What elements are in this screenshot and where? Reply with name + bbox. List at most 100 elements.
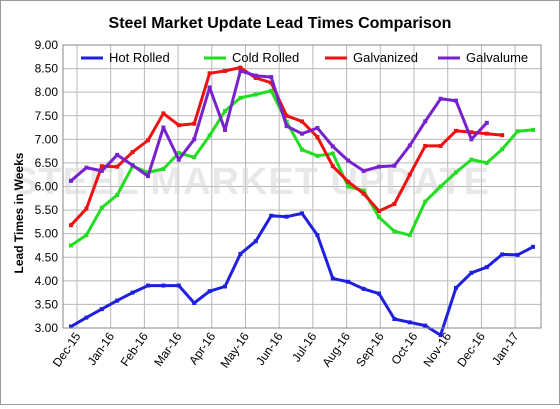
data-point xyxy=(315,233,320,238)
legend-label: Cold Rolled xyxy=(232,50,299,65)
data-point xyxy=(146,174,150,179)
y-axis-label: Lead Times in Weeks xyxy=(12,152,26,273)
data-point xyxy=(161,283,166,288)
data-point xyxy=(346,179,351,184)
x-tick-label: Nov-16 xyxy=(420,329,454,369)
x-tick-label: Jul-16 xyxy=(289,329,319,364)
data-point xyxy=(207,71,212,76)
y-tick-label: 8.50 xyxy=(35,62,59,76)
data-point xyxy=(207,85,212,90)
data-point xyxy=(346,279,351,284)
x-tick-label: Apr-16 xyxy=(186,329,218,367)
data-point xyxy=(392,201,397,206)
data-point xyxy=(253,92,258,97)
data-point xyxy=(84,206,89,211)
data-point xyxy=(192,137,197,142)
data-point xyxy=(115,152,120,157)
data-point xyxy=(269,213,274,218)
legend-item: Cold Rolled xyxy=(204,50,299,65)
data-point xyxy=(284,214,289,219)
data-point xyxy=(176,151,181,156)
x-tick-label: Dec-16 xyxy=(454,329,488,369)
data-point xyxy=(377,164,381,169)
data-point xyxy=(469,130,474,135)
data-point xyxy=(407,172,412,177)
y-tick-label: 6.50 xyxy=(35,156,59,170)
data-point xyxy=(300,147,304,152)
data-point xyxy=(238,95,243,100)
data-point xyxy=(238,68,243,73)
data-point xyxy=(315,126,320,131)
data-point xyxy=(315,134,320,139)
data-point xyxy=(115,298,120,303)
data-point xyxy=(146,138,150,143)
series-galvanized xyxy=(69,65,505,228)
data-point xyxy=(346,158,351,163)
data-point xyxy=(223,109,227,114)
data-point xyxy=(161,125,166,130)
y-tick-label: 9.00 xyxy=(35,38,59,52)
x-tick-label: Aug-16 xyxy=(319,329,353,369)
data-point xyxy=(469,137,474,142)
data-point xyxy=(223,284,227,289)
data-point xyxy=(407,233,412,238)
chart-title: Steel Market Update Lead Times Compariso… xyxy=(109,15,452,32)
data-point xyxy=(84,315,89,320)
data-point xyxy=(69,178,73,183)
data-point xyxy=(192,121,197,126)
data-point xyxy=(361,191,366,196)
data-point xyxy=(253,76,258,81)
legend-item: Hot Rolled xyxy=(81,50,170,65)
y-tick-label: 5.50 xyxy=(35,203,59,217)
data-point xyxy=(207,133,212,138)
data-point xyxy=(99,307,104,312)
data-point xyxy=(284,113,289,118)
x-tick-label: Dec-15 xyxy=(50,329,84,369)
legend-label: Galvalume xyxy=(466,50,528,65)
data-point xyxy=(438,184,443,189)
data-point xyxy=(500,133,505,138)
data-point xyxy=(330,164,335,169)
legend-label: Hot Rolled xyxy=(109,50,170,65)
data-point xyxy=(253,239,258,244)
data-point xyxy=(115,164,120,169)
data-point xyxy=(531,127,535,132)
data-point xyxy=(361,188,366,193)
series-line xyxy=(69,69,489,183)
data-point xyxy=(330,144,335,149)
plot-area-border xyxy=(62,44,542,329)
x-tick-label: May-16 xyxy=(218,329,253,370)
x-tick-label: Mar-16 xyxy=(151,329,184,368)
y-tick-label: 7.00 xyxy=(35,132,59,146)
data-point xyxy=(161,111,166,116)
data-point xyxy=(438,143,443,148)
data-point xyxy=(438,333,443,338)
x-tick-label: Feb-16 xyxy=(118,329,151,368)
data-point xyxy=(130,150,135,155)
data-point xyxy=(454,285,458,290)
y-tick-label: 6.00 xyxy=(35,180,59,194)
data-point xyxy=(377,209,381,214)
x-tick-label: Sep-16 xyxy=(353,329,387,369)
y-tick-label: 8.00 xyxy=(35,85,59,99)
x-tick-label: Jun-16 xyxy=(253,329,286,367)
data-point xyxy=(269,80,274,85)
data-point xyxy=(269,75,274,80)
data-point xyxy=(346,184,351,189)
watermark-text: STEEL MARKET UPDATE xyxy=(12,161,490,203)
data-point xyxy=(423,323,428,328)
data-point xyxy=(284,124,289,129)
data-point xyxy=(361,168,366,173)
y-tick-label: 4.00 xyxy=(35,274,59,288)
data-point xyxy=(300,211,304,216)
data-point xyxy=(423,199,428,204)
data-point xyxy=(515,252,520,257)
data-point xyxy=(454,98,458,103)
data-point xyxy=(423,119,428,124)
data-point xyxy=(99,168,104,173)
data-point xyxy=(161,167,166,172)
data-point xyxy=(99,205,104,210)
data-point xyxy=(192,155,197,160)
data-point xyxy=(69,243,73,248)
